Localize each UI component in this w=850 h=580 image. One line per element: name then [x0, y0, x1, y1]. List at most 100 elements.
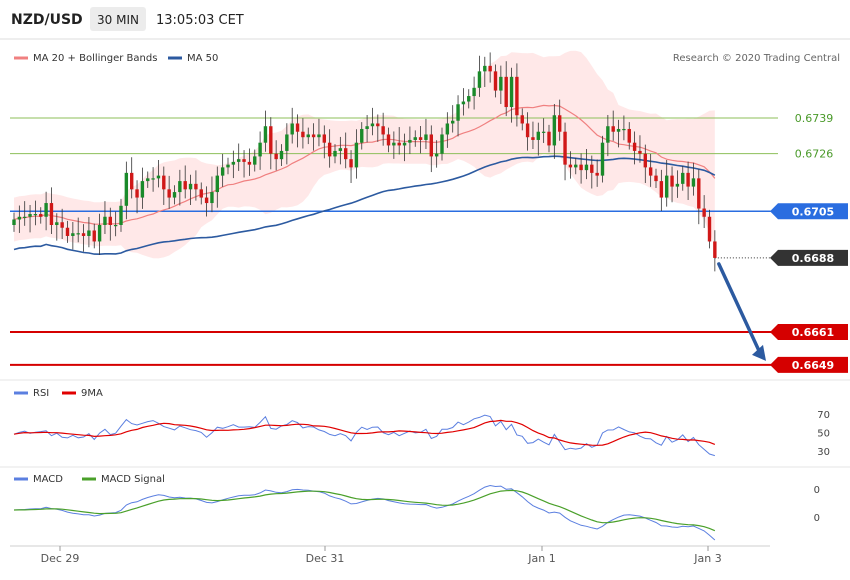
candle-body: [60, 222, 64, 228]
rsi-legend-label: RSI: [33, 388, 49, 399]
candle-body: [226, 164, 230, 168]
candle-body: [445, 123, 450, 135]
candle-body: [55, 222, 59, 225]
candle-body: [515, 76, 519, 116]
time-label: 13:05:03 CET: [156, 13, 244, 28]
ma20-line: [13, 104, 716, 225]
candle-body: [113, 225, 118, 227]
macd-tick: 0: [814, 485, 820, 496]
candle-body: [17, 216, 22, 220]
macd-line: [13, 484, 716, 541]
x-tick-label: Dec 29: [41, 552, 80, 565]
candle-body: [33, 214, 38, 216]
x-axis: Dec 29 Dec 31 Jan 1 Jan 3: [41, 546, 722, 565]
candle-body: [338, 148, 343, 151]
candle-body: [600, 142, 605, 176]
ma50-line: [13, 155, 716, 256]
candle-body: [370, 123, 375, 127]
candle-body: [461, 101, 466, 105]
candle-body: [670, 175, 674, 187]
candle-body: [172, 192, 177, 198]
candle-body: [713, 241, 717, 258]
candle-body: [81, 233, 86, 236]
candle-body: [429, 134, 433, 157]
candle-body: [568, 164, 573, 168]
level-tag-label-support: 0.6661: [792, 326, 834, 339]
candle-body: [231, 161, 236, 165]
candle-body: [691, 178, 696, 187]
candle-body: [595, 172, 599, 176]
level-tag-label-support: 0.6649: [792, 359, 834, 372]
candle-body: [12, 219, 16, 225]
macd-signal-legend-label: MACD Signal: [101, 474, 165, 485]
candle-body: [552, 115, 557, 146]
candle-body: [418, 137, 423, 140]
candle-body: [269, 126, 273, 154]
candle-body: [638, 150, 642, 154]
candle-body: [311, 134, 316, 138]
level-label-resistance: 0.6739: [795, 112, 834, 125]
candle-body: [178, 181, 182, 193]
candle-body: [247, 161, 252, 165]
candle-body: [386, 134, 391, 146]
candle-body: [167, 189, 171, 198]
rsi-panel: 70 50 30: [13, 410, 830, 458]
candle-body: [28, 214, 32, 217]
candle-body: [87, 230, 91, 236]
level-tag-support: [770, 324, 848, 340]
timeframe-label[interactable]: 30 MIN: [97, 13, 139, 27]
candle-body: [327, 142, 332, 157]
candle-body: [424, 134, 428, 140]
candle-body: [616, 128, 621, 132]
candle-body: [579, 164, 583, 171]
candle-body: [574, 164, 578, 168]
candle-body: [504, 76, 508, 108]
candle-body: [188, 183, 193, 190]
level-tag-label-last: 0.6688: [792, 252, 834, 265]
candle-body: [681, 172, 685, 184]
candle-body: [648, 167, 653, 176]
candle-body: [237, 159, 241, 162]
candle-body: [135, 189, 139, 198]
pair-title: NZD/USD: [11, 12, 83, 28]
projection-arrow-shaft: [717, 262, 762, 355]
candle-body: [162, 175, 166, 190]
candle-body: [702, 208, 706, 217]
level-tag-current: [770, 203, 848, 220]
rsi-tick: 70: [817, 410, 830, 421]
macd-tick: 0: [814, 513, 820, 524]
candle-body: [397, 142, 401, 146]
candle-body: [606, 126, 610, 143]
candle-body: [392, 142, 396, 146]
candle-body: [354, 142, 359, 168]
candle-body: [665, 175, 669, 198]
candle-body: [156, 175, 161, 179]
rsi-tick: 30: [817, 447, 830, 458]
candle-body: [194, 183, 198, 190]
candle-body: [547, 131, 551, 146]
credit: Research © 2020 Trading Central: [673, 53, 840, 64]
rsi-ma-legend-label: 9MA: [81, 388, 103, 399]
candle-body: [295, 123, 300, 132]
candle-body: [493, 71, 498, 91]
candle-body: [707, 216, 712, 242]
timeframe-box[interactable]: [90, 7, 146, 31]
level-label-resistance: 0.6726: [795, 148, 834, 161]
candle-body: [349, 159, 353, 168]
candle-body: [183, 181, 187, 190]
candle-body: [451, 120, 455, 124]
candle-body: [376, 123, 380, 127]
candles: [12, 52, 717, 272]
level-tag-support: [770, 356, 848, 373]
candle-body: [290, 123, 294, 135]
x-tick-label: Jan 1: [527, 552, 555, 565]
candle-body: [525, 123, 530, 138]
candle-body: [531, 137, 535, 140]
macd-legend-label: MACD: [33, 474, 63, 485]
candle-body: [322, 134, 326, 143]
candle-body: [499, 76, 503, 91]
level-tag-label-current: 0.6705: [792, 205, 834, 218]
candle-body: [301, 131, 305, 138]
candle-body: [39, 214, 43, 217]
